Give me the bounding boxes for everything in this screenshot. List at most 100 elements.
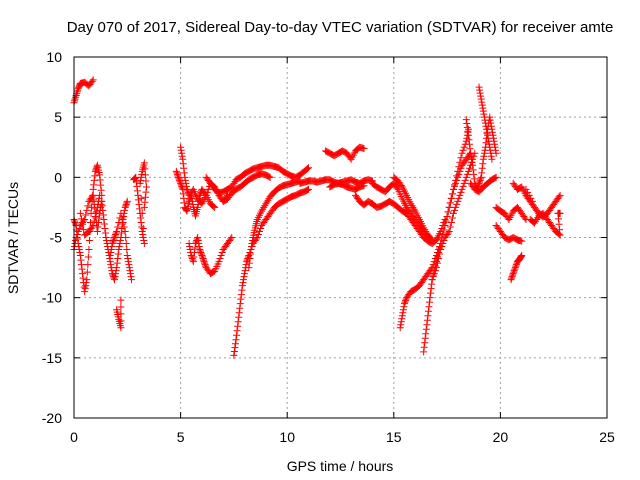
data-point bbox=[112, 230, 120, 238]
series-mid-b bbox=[177, 143, 232, 208]
data-point bbox=[428, 276, 436, 284]
data-point bbox=[360, 144, 368, 152]
data-point bbox=[305, 164, 313, 172]
data-points bbox=[70, 76, 564, 359]
data-point bbox=[437, 246, 445, 254]
data-point bbox=[454, 197, 462, 205]
data-point bbox=[531, 219, 539, 227]
data-point bbox=[142, 188, 150, 196]
data-point bbox=[96, 191, 104, 199]
data-point bbox=[238, 286, 246, 294]
data-point bbox=[126, 267, 134, 275]
y-tick-label: 0 bbox=[54, 169, 62, 185]
data-point bbox=[119, 220, 127, 228]
data-point bbox=[436, 250, 444, 258]
data-point bbox=[456, 191, 464, 199]
data-point bbox=[91, 167, 99, 175]
data-point bbox=[79, 270, 87, 278]
data-point bbox=[458, 185, 466, 193]
data-point bbox=[90, 181, 98, 189]
data-point bbox=[200, 258, 208, 266]
data-point bbox=[79, 220, 87, 228]
data-point bbox=[303, 165, 311, 173]
data-point bbox=[460, 179, 468, 187]
data-point bbox=[477, 173, 485, 181]
data-point bbox=[485, 137, 493, 145]
data-point bbox=[121, 227, 129, 235]
data-point bbox=[484, 134, 492, 142]
data-point bbox=[430, 270, 438, 278]
data-point bbox=[466, 145, 474, 153]
data-point bbox=[96, 176, 104, 184]
data-point bbox=[121, 203, 129, 211]
data-point bbox=[462, 173, 470, 181]
data-point bbox=[77, 256, 85, 264]
data-point bbox=[82, 282, 90, 290]
data-point bbox=[303, 186, 311, 194]
data-point bbox=[193, 235, 201, 243]
data-point bbox=[180, 199, 188, 207]
data-point bbox=[191, 244, 199, 252]
data-point bbox=[511, 265, 519, 273]
data-point bbox=[402, 297, 410, 305]
data-point bbox=[109, 237, 117, 245]
data-point bbox=[555, 220, 563, 228]
data-point bbox=[93, 227, 101, 235]
data-point bbox=[447, 218, 455, 226]
data-point bbox=[231, 340, 239, 348]
y-tick-label: -5 bbox=[50, 230, 63, 246]
data-point bbox=[464, 127, 472, 135]
data-point bbox=[95, 214, 103, 222]
data-point bbox=[111, 276, 119, 284]
data-point bbox=[236, 300, 244, 308]
data-point bbox=[475, 181, 483, 189]
data-point bbox=[465, 164, 473, 172]
data-point bbox=[179, 155, 187, 163]
data-point bbox=[72, 237, 80, 245]
data-point bbox=[138, 170, 146, 178]
data-point bbox=[528, 197, 536, 205]
data-point bbox=[233, 327, 241, 335]
series-early-high bbox=[70, 76, 97, 107]
data-point bbox=[103, 237, 111, 245]
data-point bbox=[72, 220, 80, 228]
data-point bbox=[74, 86, 82, 94]
data-point bbox=[453, 176, 461, 184]
data-point bbox=[110, 235, 118, 243]
data-point bbox=[112, 267, 120, 275]
data-point bbox=[203, 188, 211, 196]
data-point bbox=[83, 206, 91, 214]
data-point bbox=[247, 246, 255, 254]
data-point bbox=[449, 185, 457, 193]
data-point bbox=[176, 176, 184, 184]
x-axis-label: GPS time / hours bbox=[287, 458, 394, 474]
data-point bbox=[431, 267, 439, 275]
data-point bbox=[241, 267, 249, 275]
data-point bbox=[139, 230, 147, 238]
data-point bbox=[76, 209, 84, 217]
data-point bbox=[71, 218, 79, 226]
data-point bbox=[73, 230, 81, 238]
data-point bbox=[508, 273, 516, 281]
data-point bbox=[427, 265, 435, 273]
data-point bbox=[227, 235, 235, 243]
data-point bbox=[194, 234, 202, 241]
data-point bbox=[131, 174, 139, 182]
data-point bbox=[265, 173, 273, 181]
data-point bbox=[137, 176, 145, 184]
data-point bbox=[464, 167, 472, 175]
data-point bbox=[512, 261, 520, 269]
data-point bbox=[176, 178, 184, 186]
data-point bbox=[452, 203, 460, 211]
data-point bbox=[177, 181, 185, 189]
data-point bbox=[448, 190, 456, 198]
data-point bbox=[75, 224, 83, 232]
data-point bbox=[487, 149, 495, 157]
data-point bbox=[172, 167, 180, 175]
data-point bbox=[393, 184, 401, 192]
data-point bbox=[232, 336, 240, 344]
data-point bbox=[477, 95, 485, 103]
data-point bbox=[246, 250, 254, 258]
y-axis-label: SDTVAR / TECUs bbox=[5, 182, 21, 294]
data-point bbox=[248, 240, 256, 248]
